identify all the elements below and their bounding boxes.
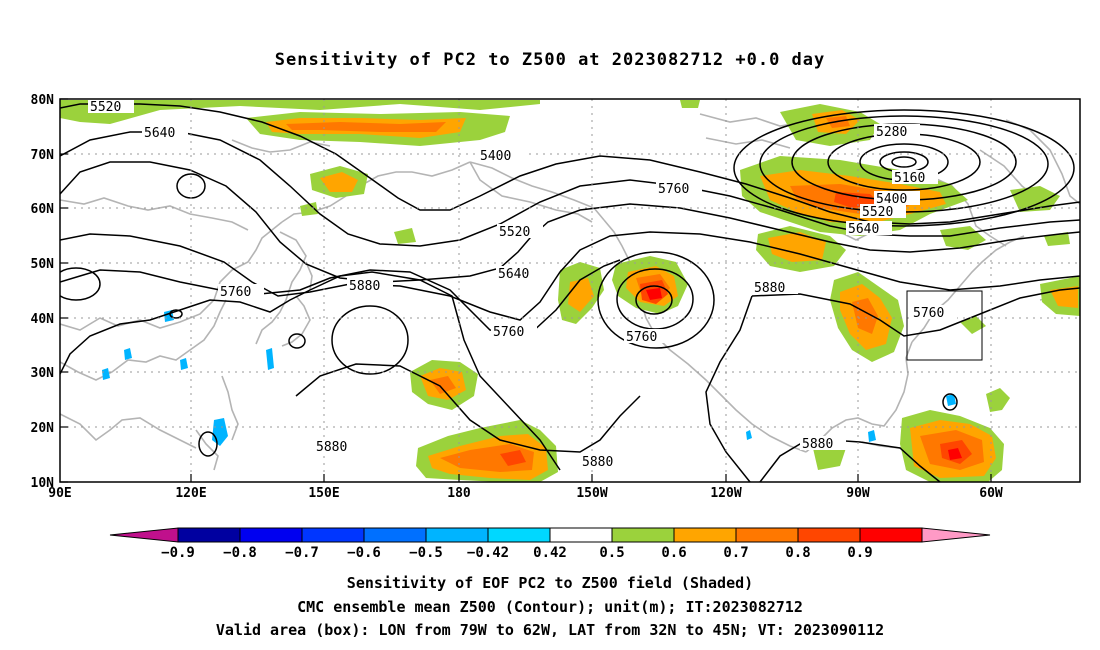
x-tick-label: 120E [175, 486, 206, 501]
low-5160-ring-a [733, 109, 1075, 227]
closed-contour-philippines [198, 431, 218, 457]
colorbar-over-triangle [921, 527, 991, 543]
closed-contour-asia-b [60, 267, 101, 301]
colorbar-cell [797, 527, 861, 543]
x-tick-label: 90W [846, 486, 870, 501]
colorbar-tick-label: −0.7 [285, 545, 319, 561]
contour-label: 5640 [848, 222, 879, 237]
tick-marks [60, 98, 992, 483]
colorbar-cell [487, 527, 551, 543]
low-5160-ring-g [891, 156, 917, 168]
x-tick-label: 150W [576, 486, 607, 501]
contour-label: 5160 [894, 171, 925, 186]
colorbar-tick-label: 0.6 [661, 545, 686, 561]
low-5760-ring-c [635, 285, 673, 315]
figure-title: Sensitivity of PC2 to Z500 at 2023082712… [274, 50, 826, 70]
colorbar-tick-label: 0.9 [847, 545, 872, 561]
contour-label: 5880 [349, 279, 380, 294]
low-5760-ring-a [597, 251, 715, 349]
colorbar-labels: −0.9 −0.8 −0.7 −0.6 −0.5 −0.42 0.42 0.5 0.6 0.7 0.… [161, 545, 873, 561]
y-tick-label: 80N [31, 93, 55, 108]
colorbar-cells [177, 527, 923, 543]
y-tick-label: 10N [31, 476, 55, 491]
y-tick-label: 60N [31, 202, 55, 217]
y-tick-label: 40N [31, 312, 55, 327]
contour-label: 5880 [802, 437, 833, 452]
y-tick-label: 30N [31, 366, 55, 381]
contour-labels: 5520 5640 5400 5760 5520 5280 5160 5400 … [88, 99, 957, 470]
contour-label: 5640 [144, 126, 175, 141]
x-tick-label: 180 [447, 486, 471, 501]
x-axis-labels: 90E 120E 150E 180 150W 120W 90W 60W [48, 486, 1003, 501]
contour-label: 5520 [862, 205, 893, 220]
colorbar-tick-label: −0.6 [347, 545, 381, 561]
colorbar-tick-label: −0.9 [161, 545, 195, 561]
colorbar-cell [239, 527, 303, 543]
colorbar-tick-label: −0.5 [409, 545, 443, 561]
caption-valid-area: Valid area (box): LON from 79W to 62W, L… [215, 621, 885, 639]
contour-label: 5400 [480, 149, 511, 164]
closed-contour-atlantic [942, 393, 958, 411]
y-axis-labels: 80N 70N 60N 50N 40N 30N 20N 10N [31, 93, 55, 491]
colorbar-cell [735, 527, 799, 543]
colorbar-tick-label: −0.8 [223, 545, 257, 561]
colorbar-tick-label: 0.7 [723, 545, 748, 561]
colorbar-cell [363, 527, 427, 543]
x-tick-label: 120W [710, 486, 741, 501]
colorbar-cell [859, 527, 923, 543]
closed-contour-china [169, 309, 183, 319]
colorbar: −0.9 −0.8 −0.7 −0.6 −0.5 −0.42 0.42 0.5 0.6 0.7 0.… [109, 527, 991, 561]
x-tick-label: 60W [979, 486, 1003, 501]
map-frame [59, 98, 1081, 483]
contour-label: 5880 [754, 281, 785, 296]
contour-label: 5520 [499, 225, 530, 240]
colorbar-tick-label: −0.42 [467, 545, 509, 561]
colorbar-cell [673, 527, 737, 543]
y-tick-label: 50N [31, 257, 55, 272]
valid-area-box [906, 290, 983, 361]
colorbar-cell [549, 527, 613, 543]
contour-label: 5760 [626, 330, 657, 345]
high-5880-cell [331, 305, 409, 375]
contour-label: 5880 [316, 440, 347, 455]
colorbar-cell [301, 527, 365, 543]
colorbar-under-triangle [109, 527, 179, 543]
x-tick-label: 90E [48, 486, 71, 501]
lat-lon-grid [60, 99, 1080, 482]
colorbar-cell [611, 527, 675, 543]
caption-contour: CMC ensemble mean Z500 (Contour); unit(m… [297, 598, 803, 616]
contour-label: 5760 [913, 306, 944, 321]
contour-label: 5640 [498, 267, 529, 282]
contour-label: 5520 [90, 100, 121, 115]
colorbar-tick-label: 0.8 [785, 545, 810, 561]
contour-label: 5880 [582, 455, 613, 470]
closed-contour-japan [288, 333, 306, 349]
colorbar-cell [425, 527, 489, 543]
y-tick-label: 20N [31, 421, 55, 436]
caption-shading: Sensitivity of EOF PC2 to Z500 field (Sh… [346, 574, 754, 592]
colorbar-cell [177, 527, 241, 543]
contour-label: 5280 [876, 125, 907, 140]
contour-label: 5760 [220, 285, 251, 300]
contour-label: 5400 [876, 192, 907, 207]
x-tick-label: 150E [308, 486, 339, 501]
colorbar-tick-label: 0.42 [533, 545, 567, 561]
colorbar-tick-label: 0.5 [599, 545, 624, 561]
y-tick-label: 70N [31, 148, 55, 163]
contour-label: 5760 [658, 182, 689, 197]
contour-label: 5760 [493, 325, 524, 340]
